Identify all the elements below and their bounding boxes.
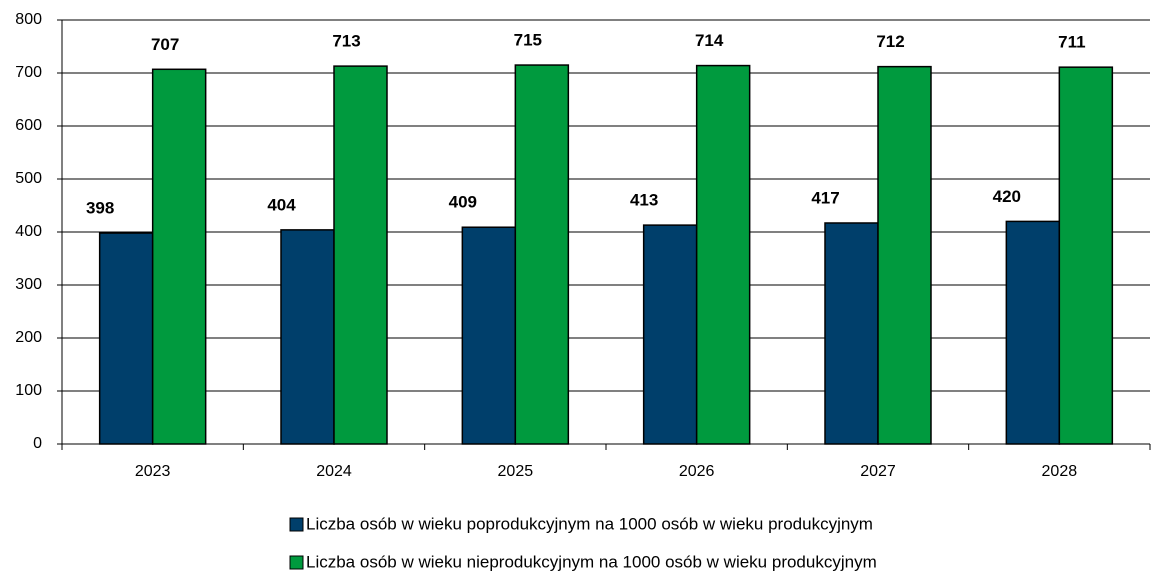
legend-label: Liczba osób w wieku poprodukcyjnym na 10… <box>306 514 873 533</box>
y-tick-label: 100 <box>15 382 42 399</box>
bar <box>461 226 517 445</box>
value-label: 713 <box>332 32 360 51</box>
x-tick-label: 2028 <box>1042 463 1078 480</box>
y-tick-label: 400 <box>15 223 42 240</box>
bar <box>824 222 879 445</box>
y-tick-label: 0 <box>33 435 42 452</box>
x-tick-label: 2027 <box>860 463 896 480</box>
value-label: 714 <box>695 31 724 50</box>
legend-label: Liczba osób w wieku nieprodukcyjnym na 1… <box>306 552 877 571</box>
value-label: 398 <box>86 199 114 218</box>
bar <box>333 65 388 445</box>
value-label: 417 <box>811 188 839 207</box>
y-tick-label: 700 <box>15 64 42 81</box>
value-label: 409 <box>449 193 477 212</box>
value-label: 715 <box>514 31 542 50</box>
value-label: 712 <box>876 32 904 51</box>
bar <box>280 229 335 445</box>
y-tick-label: 800 <box>15 11 42 28</box>
x-tick-label: 2024 <box>316 463 352 480</box>
bar <box>642 224 698 445</box>
bar <box>98 232 154 445</box>
legend-swatch <box>289 517 304 532</box>
y-tick-label: 600 <box>15 117 42 134</box>
bar <box>1005 220 1061 445</box>
y-tick-label: 200 <box>15 329 42 346</box>
y-tick-label: 300 <box>15 276 42 293</box>
bar <box>151 68 207 445</box>
bar <box>695 64 751 445</box>
value-label: 420 <box>993 187 1021 206</box>
bar <box>1058 66 1114 445</box>
value-label: 707 <box>151 35 179 54</box>
value-label: 404 <box>267 195 296 214</box>
bar <box>877 65 932 445</box>
x-tick-label: 2026 <box>679 463 715 480</box>
value-label: 413 <box>630 191 658 210</box>
x-tick-label: 2025 <box>498 463 534 480</box>
y-tick-label: 500 <box>15 170 42 187</box>
value-label: 711 <box>1058 33 1085 52</box>
bar <box>514 64 570 445</box>
legend-swatch <box>289 555 304 570</box>
x-tick-label: 2023 <box>135 463 171 480</box>
